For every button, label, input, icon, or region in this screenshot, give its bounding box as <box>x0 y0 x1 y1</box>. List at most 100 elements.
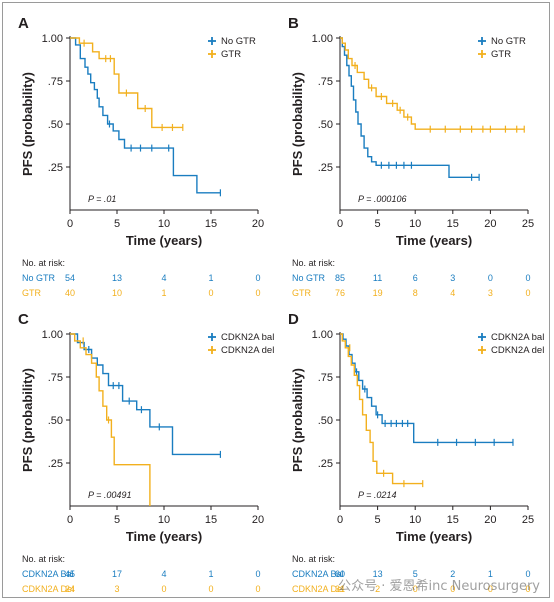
risk-count: 54 <box>65 273 75 283</box>
risk-count: 4 <box>161 273 166 283</box>
risk-count: 6 <box>413 273 418 283</box>
risk-count: 0 <box>208 584 213 594</box>
y-axis-title: PFS (probability) <box>20 368 35 472</box>
x-tick-label: 15 <box>205 218 217 230</box>
legend-label: No GTR <box>221 36 256 47</box>
series-line-2 <box>340 333 423 485</box>
y-tick-label: .50 <box>318 119 333 131</box>
km-panel-b: B 1.00 .75 .50 .25 0 5 10 15 20 25 Time (years) PFS … <box>278 6 548 302</box>
y-tick-label: 1.00 <box>312 33 333 45</box>
x-tick-label: 20 <box>484 218 496 230</box>
y-tick-label: 1.00 <box>42 329 63 341</box>
risk-count: 0 <box>255 569 260 579</box>
x-tick-label: 20 <box>252 514 264 526</box>
risk-count: 0 <box>525 584 530 594</box>
km-panel-d: D 1.00.75.50.25 0 5 10 15 20 25 Time (years) PFS … <box>278 302 548 598</box>
risk-count: 0 <box>255 273 260 283</box>
risk-count: 3 <box>450 273 455 283</box>
x-tick-label: 0 <box>337 218 343 230</box>
risk-count: 1 <box>208 569 213 579</box>
risk-table-header: No. at risk: <box>22 258 65 268</box>
x-tick-label: 25 <box>522 514 534 526</box>
risk-count: 0 <box>208 288 213 298</box>
panel-label: A <box>18 15 29 32</box>
y-tick-label: .25 <box>48 162 63 174</box>
legend-label: No GTR <box>491 36 526 47</box>
risk-count: 45 <box>65 569 75 579</box>
risk-row-label: CDKN2A Del <box>292 584 344 594</box>
risk-row-label: CDKN2A Bal <box>22 569 74 579</box>
x-tick-label: 10 <box>158 218 170 230</box>
x-tick-label: 5 <box>375 514 381 526</box>
risk-count: 8 <box>413 288 418 298</box>
x-tick-label: 15 <box>205 514 217 526</box>
y-axis-title: PFS (probability) <box>290 72 305 176</box>
y-axis-title: PFS (probability) <box>290 368 305 472</box>
risk-count: 1 <box>161 288 166 298</box>
risk-count: 11 <box>373 273 382 283</box>
x-tick-label: 10 <box>409 218 421 230</box>
risk-count: 1 <box>208 273 213 283</box>
y-tick-label: .50 <box>48 119 63 131</box>
risk-count: 0 <box>255 584 260 594</box>
x-axis-title: Time (years) <box>126 529 202 544</box>
risk-count: 0 <box>525 569 530 579</box>
y-tick-label: .50 <box>318 415 333 427</box>
x-tick-label: 5 <box>375 218 381 230</box>
series-line-1 <box>70 37 221 194</box>
risk-count: 5 <box>413 569 418 579</box>
x-tick-label: 5 <box>114 514 120 526</box>
risk-count: 19 <box>373 288 383 298</box>
x-axis-title: Time (years) <box>396 529 472 544</box>
risk-count: 40 <box>65 288 75 298</box>
x-tick-label: 15 <box>447 218 459 230</box>
legend-label: CDKN2A del <box>221 345 274 356</box>
risk-count: 0 <box>488 273 493 283</box>
series-line-1 <box>70 333 221 456</box>
risk-row-label: GTR <box>292 288 311 298</box>
risk-count: 1 <box>488 569 493 579</box>
risk-count: 0 <box>413 584 418 594</box>
y-tick-label: 1.00 <box>42 33 63 45</box>
series-line-1 <box>340 333 513 444</box>
risk-table-header: No. at risk: <box>22 554 65 564</box>
risk-count: 76 <box>335 288 345 298</box>
risk-count: 31 <box>335 584 345 594</box>
y-axis-title: PFS (probability) <box>20 72 35 176</box>
x-tick-label: 20 <box>252 218 264 230</box>
y-tick-label: .50 <box>48 415 63 427</box>
legend-label: GTR <box>491 49 511 60</box>
risk-count: 24 <box>65 584 75 594</box>
risk-count: 0 <box>450 584 455 594</box>
risk-row-label: GTR <box>22 288 41 298</box>
p-value-label: P = .0214 <box>358 490 396 500</box>
x-tick-label: 0 <box>67 218 73 230</box>
x-tick-label: 10 <box>409 514 421 526</box>
x-tick-label: 0 <box>67 514 73 526</box>
km-panel-c: C 1.00.75.50.25 0 5 10 15 20 Time (years) PFS (p… <box>8 302 278 598</box>
p-value-label: P = .01 <box>88 194 116 204</box>
risk-count: 0 <box>488 584 493 594</box>
x-tick-label: 10 <box>158 514 170 526</box>
panel-label: B <box>288 15 299 32</box>
risk-count: 3 <box>488 288 493 298</box>
risk-count: 0 <box>161 584 166 594</box>
x-tick-label: 5 <box>114 218 120 230</box>
risk-count: 0 <box>525 288 530 298</box>
x-tick-label: 0 <box>337 514 343 526</box>
risk-count: 2 <box>375 584 380 594</box>
p-value-label: P = .00491 <box>88 490 131 500</box>
legend-label: GTR <box>221 49 241 60</box>
x-tick-label: 20 <box>484 514 496 526</box>
risk-count: 10 <box>112 288 122 298</box>
panel-label: C <box>18 311 29 328</box>
risk-row-label: CDKN2A Del <box>22 584 74 594</box>
risk-table-header: No. at risk: <box>292 258 335 268</box>
km-panel-a: A 1.00.75.50.25 0 5 10 15 20 Time (years) PFS (p… <box>8 6 278 302</box>
risk-count: 4 <box>161 569 166 579</box>
risk-count: 2 <box>450 569 455 579</box>
watermark: 公众号 · 爱恩希inc Neurosurgery <box>338 579 540 594</box>
